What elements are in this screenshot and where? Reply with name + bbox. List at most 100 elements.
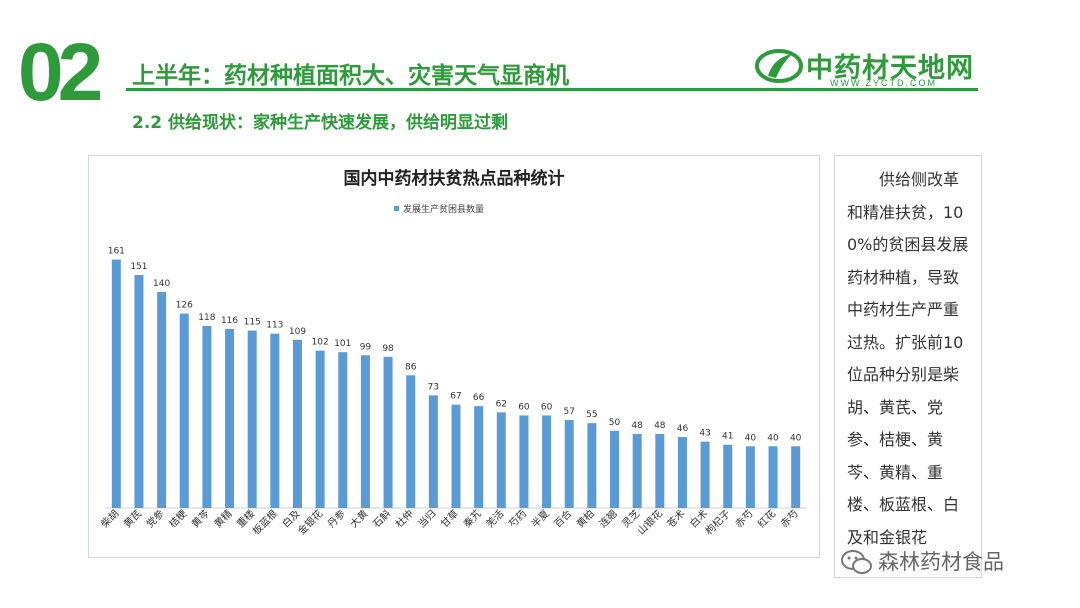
summary-text: 供给侧改革和精准扶贫，100%的贫困县发展药材种植，导致中药材生产严重过热。扩张…: [847, 164, 969, 554]
category-label: 黄柏: [574, 507, 597, 530]
bar: [791, 446, 801, 508]
legend-swatch: [394, 206, 399, 211]
category-label: 当归: [415, 507, 438, 530]
data-label: 48: [631, 421, 643, 431]
data-label: 140: [153, 279, 170, 289]
category-label: 丹参: [325, 507, 348, 530]
data-label: 40: [767, 433, 779, 443]
leaf-logo-icon: [755, 49, 803, 83]
category-label: 板蓝根: [250, 507, 280, 537]
category-label: 赤芍: [732, 507, 755, 530]
data-label: 60: [541, 402, 553, 412]
bar: [700, 441, 710, 508]
category-label: 金银花: [295, 507, 325, 537]
bar: [677, 437, 687, 508]
bar: [496, 412, 506, 508]
section-number: 02: [18, 27, 103, 118]
category-label: 甘草: [438, 507, 461, 530]
data-label: 99: [360, 342, 372, 352]
logo-name: 中药材天地网: [806, 53, 974, 84]
data-label: 57: [563, 407, 574, 417]
data-label: 98: [382, 344, 394, 354]
bar: [360, 355, 370, 508]
bar: [632, 433, 642, 508]
bar: [768, 446, 778, 508]
data-label: 126: [176, 301, 193, 311]
category-label: 红花: [755, 507, 778, 530]
bar: [270, 333, 280, 508]
data-label: 86: [405, 362, 417, 372]
category-label: 大黄: [347, 507, 370, 530]
category-label: 苍术: [664, 507, 687, 530]
bar: [451, 404, 461, 508]
chart-panel: 国内中药材扶贫热点品种统计 发展生产贫困县数量 161 柴胡 151 黄芪 140 党参 1…: [88, 155, 820, 558]
data-label: 40: [745, 433, 757, 443]
brand-logo: 中药材天地网 WWW.ZYCTD.COM: [752, 42, 1012, 92]
data-label: 115: [244, 318, 261, 328]
logo-url: WWW.ZYCTD.COM: [830, 78, 937, 88]
data-label: 62: [496, 399, 507, 409]
category-label: 桔梗: [166, 507, 189, 530]
category-label: 黄芪: [121, 507, 144, 530]
category-label: 柴胡: [98, 507, 121, 530]
bar: [338, 352, 348, 508]
category-label: 杜仲: [392, 507, 415, 530]
watermark-text: 森林药材食品: [878, 550, 1004, 574]
category-label: 秦艽: [460, 507, 483, 530]
wechat-icon: [841, 550, 872, 574]
bar: [157, 292, 167, 508]
bar: [610, 430, 620, 508]
data-label: 48: [654, 421, 666, 431]
bar: [383, 356, 393, 508]
bar: [406, 375, 416, 508]
data-label: 66: [473, 393, 485, 403]
bar: [247, 330, 257, 508]
bar: [655, 433, 665, 508]
watermark: 森林药材食品: [840, 544, 1070, 580]
bar: [202, 325, 212, 508]
category-label: 枸杞子: [702, 507, 732, 537]
category-label: 百合: [551, 507, 574, 530]
data-label: 40: [790, 433, 802, 443]
bar: [564, 420, 574, 508]
data-label: 151: [130, 262, 147, 272]
data-label: 109: [289, 327, 306, 337]
summary-panel: 供给侧改革和精准扶贫，100%的贫困县发展药材种植，导致中药材生产严重过热。扩张…: [834, 155, 982, 578]
bar: [428, 395, 438, 508]
data-label: 161: [108, 247, 125, 257]
category-label: 黄精: [211, 507, 234, 530]
summary-text-content: 供给侧改革和精准扶贫，100%的贫困县发展药材种植，导致中药材生产严重过热。扩张…: [847, 170, 969, 547]
bar: [519, 415, 529, 508]
page-title: 上半年：药材种植面积大、灾害天气显商机: [132, 63, 569, 89]
category-label: 石斛: [370, 507, 393, 530]
chart-title: 国内中药材扶贫热点品种统计: [344, 168, 565, 189]
data-label: 41: [722, 432, 733, 442]
bar: [474, 406, 484, 508]
bar: [179, 313, 189, 508]
data-label: 116: [221, 316, 238, 326]
data-label: 55: [586, 410, 597, 420]
legend-label: 发展生产贫困县数量: [403, 203, 484, 215]
category-label: 半夏: [528, 507, 551, 530]
data-label: 67: [450, 392, 461, 402]
data-label: 43: [699, 429, 710, 439]
bar: [134, 275, 144, 508]
category-label: 山银花: [635, 507, 665, 537]
page-subtitle: 2.2 供给现状：家种生产快速发展，供给明显过剩: [132, 113, 509, 133]
bar: [225, 329, 235, 508]
data-label: 46: [677, 424, 689, 434]
bar: [723, 444, 733, 508]
data-label: 60: [518, 402, 530, 412]
category-label: 芍药: [506, 507, 529, 530]
bar: [315, 350, 325, 508]
data-label: 118: [198, 313, 215, 323]
title-divider: [126, 88, 978, 91]
data-label: 50: [609, 418, 621, 428]
category-label: 黄芩: [189, 507, 212, 530]
bar: [542, 415, 552, 508]
category-label: 赤芍: [777, 507, 800, 530]
data-label: 73: [428, 382, 439, 392]
bar: [587, 423, 597, 508]
bar-chart: 国内中药材扶贫热点品种统计 发展生产贫困县数量 161 柴胡 151 黄芪 140 党参 1…: [98, 168, 807, 537]
bar: [745, 446, 755, 508]
